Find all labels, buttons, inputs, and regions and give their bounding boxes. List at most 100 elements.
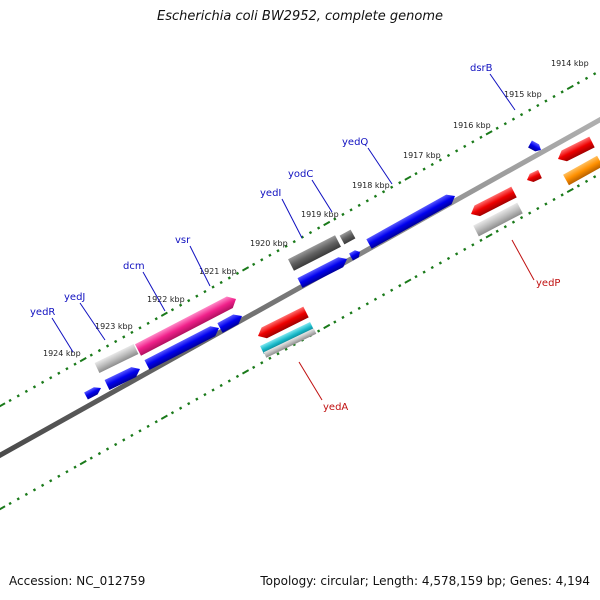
inner-scale-tick xyxy=(373,297,378,301)
feature-label-yodC[interactable]: yodC xyxy=(288,169,313,180)
outer-scale-tick xyxy=(430,162,434,167)
outer-scale-tick xyxy=(349,208,353,212)
inner-scale-tick xyxy=(16,497,20,501)
inner-scale-tick xyxy=(479,238,483,242)
gene-yodC[interactable] xyxy=(297,254,349,288)
inner-scale-tick xyxy=(89,456,93,460)
feature-label-yedA[interactable]: yedA xyxy=(323,402,348,413)
feature-label-yedP[interactable]: yedP xyxy=(536,278,560,289)
outer-scale-tick xyxy=(122,335,126,339)
outer-scale-tick xyxy=(79,357,87,363)
gene-yodC-pseudo[interactable] xyxy=(339,229,356,245)
outer-scale-tick xyxy=(170,308,175,312)
outer-scale-tick xyxy=(446,153,451,158)
gene-yedJ[interactable] xyxy=(104,364,143,390)
inner-scale-tick xyxy=(49,479,53,483)
inner-scale-tick xyxy=(187,402,191,406)
gene-red-small[interactable] xyxy=(525,169,542,184)
inner-scale-tick xyxy=(349,311,353,315)
inner-scale-tick xyxy=(219,383,223,388)
scale-label: 1920 kbp xyxy=(250,239,288,248)
gene-yedJ-paralog[interactable] xyxy=(94,344,139,373)
inner-scale-tick xyxy=(485,233,493,239)
gene-vsr[interactable] xyxy=(217,311,244,333)
outer-scale-tick xyxy=(511,117,516,121)
feature-label-vsr[interactable]: vsr xyxy=(175,235,191,246)
outer-scale-tick xyxy=(32,385,37,389)
inner-scale-tick xyxy=(32,488,37,492)
inner-scale-tick xyxy=(438,261,443,265)
feature-label-dsrB[interactable]: dsrB xyxy=(470,63,493,74)
outer-scale-tick xyxy=(381,190,386,194)
feature-label-yedQ[interactable]: yedQ xyxy=(342,137,368,148)
outer-scale-tick xyxy=(357,203,361,208)
gene-yodC-small[interactable] xyxy=(349,249,362,261)
inner-scale-tick xyxy=(414,274,418,279)
gene-features[interactable] xyxy=(84,136,600,400)
feature-label-yedI[interactable]: yedI xyxy=(260,188,281,199)
outer-scale-tick xyxy=(422,167,426,171)
accession-text: Accession: NC_012759 xyxy=(9,574,146,588)
gene-yedP-gray[interactable] xyxy=(473,202,523,237)
outer-scale-tick xyxy=(242,266,250,272)
outer-scale-tick xyxy=(219,280,223,285)
outer-scale-tick xyxy=(365,199,369,203)
outer-scale-tick xyxy=(323,220,331,227)
outer-scale-tick xyxy=(89,353,93,357)
gene-yedQ[interactable] xyxy=(366,191,457,249)
feature-label-yedR[interactable]: yedR xyxy=(30,307,55,318)
gene-yedI[interactable] xyxy=(288,235,341,271)
gene-yedA-gray[interactable] xyxy=(263,328,317,358)
inner-scale-tick xyxy=(333,320,337,324)
leader-line-yedI xyxy=(281,198,303,239)
inner-scale-tick xyxy=(398,284,402,288)
gene-yedA[interactable] xyxy=(255,306,309,342)
outer-scale-tick xyxy=(65,367,69,371)
inner-scale-tick xyxy=(130,433,134,438)
outer-scale-tick xyxy=(404,175,412,181)
inner-scale-tick xyxy=(566,187,574,193)
scale-label: 1916 kbp xyxy=(453,121,491,130)
outer-scale-tick xyxy=(438,158,443,162)
feature-labels[interactable]: dsrB yedQ yodC yedI vsr dcm yedJ yedR yedP yedA xyxy=(30,63,560,413)
inner-scale-tick xyxy=(430,265,434,270)
inner-scale-tick xyxy=(203,392,207,397)
gene-dsrB[interactable] xyxy=(528,140,543,153)
gene-yedP[interactable] xyxy=(468,186,517,220)
inner-scale-tick xyxy=(519,215,524,220)
outer-scale-tick xyxy=(130,330,134,335)
outer-scale-tick xyxy=(536,103,540,108)
inner-scale-tick xyxy=(154,420,158,424)
inner-scale-tick xyxy=(260,361,264,365)
inner-scale-tick xyxy=(211,388,215,392)
leader-line-yedQ xyxy=(367,147,393,185)
gene-yedR[interactable] xyxy=(84,384,103,400)
outer-scale-tick xyxy=(560,90,564,94)
gene-yedA-cyan[interactable] xyxy=(260,321,314,355)
inner-scale-tick xyxy=(178,406,183,410)
outer-scale-tick xyxy=(463,144,467,149)
feature-label-dcm[interactable]: dcm xyxy=(123,261,145,272)
gene-orange[interactable] xyxy=(563,155,600,186)
gene-dcm[interactable] xyxy=(134,293,239,356)
gene-dcm-partner[interactable] xyxy=(144,323,221,370)
feature-label-yedJ[interactable]: yedJ xyxy=(64,292,85,303)
scale-label: 1922 kbp xyxy=(147,295,185,304)
outer-scale-tick xyxy=(398,181,402,185)
outer-scale-tick xyxy=(73,362,77,366)
leader-line-yedP xyxy=(511,239,535,281)
inner-scale-tick xyxy=(390,288,394,292)
leader-line-yodC xyxy=(311,179,333,213)
outer-scale-tick xyxy=(138,326,142,330)
genome-backbone xyxy=(0,116,600,459)
inner-scale-tick xyxy=(357,306,361,311)
gene-red-right[interactable] xyxy=(555,136,595,165)
outer-scale-tick xyxy=(414,171,418,176)
outer-scale-tick xyxy=(8,398,12,403)
inner-scale-tick xyxy=(365,302,369,306)
inner-scale-tick xyxy=(138,429,142,433)
outer-scale-tick xyxy=(341,212,345,217)
inner-scale-tick xyxy=(0,505,6,511)
outer-scale-ticks xyxy=(0,72,597,408)
